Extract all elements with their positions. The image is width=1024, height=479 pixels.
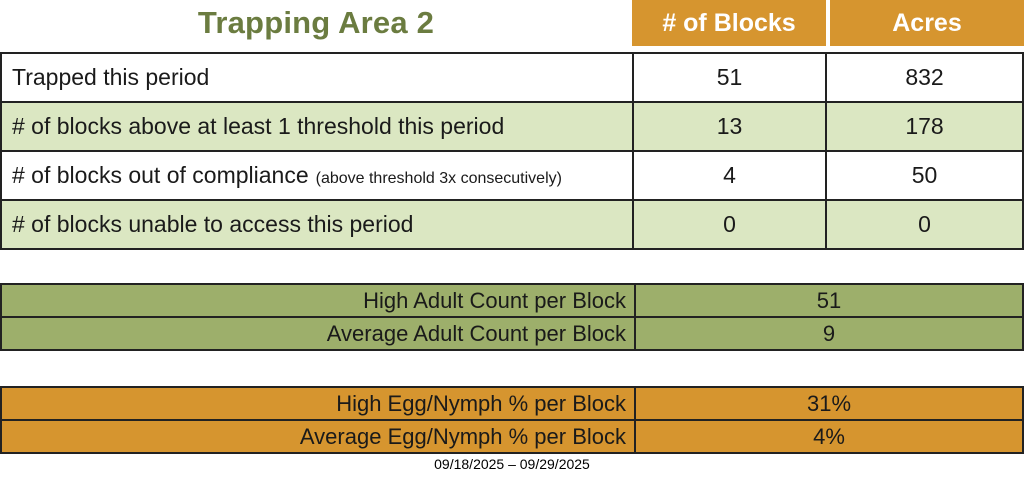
table-row-out-of-compliance: # of blocks out of compliance (above thre… xyxy=(2,150,1022,199)
table-row-trapped: Trapped this period 51 832 xyxy=(2,54,1022,101)
row-label: # of blocks above at least 1 threshold t… xyxy=(2,103,632,150)
acres-value: 0 xyxy=(825,201,1022,248)
row-label: High Adult Count per Block xyxy=(2,285,634,316)
row-label: High Egg/Nymph % per Block xyxy=(2,388,634,419)
column-header-acres: Acres xyxy=(830,0,1024,46)
page-title: Trapping Area 2 xyxy=(197,5,435,40)
table-row-above-threshold: # of blocks above at least 1 threshold t… xyxy=(2,101,1022,150)
row-value: 4% xyxy=(634,421,1022,452)
row-label: # of blocks out of compliance (above thre… xyxy=(2,152,632,199)
blocks-value: 13 xyxy=(632,103,825,150)
blocks-value: 0 xyxy=(632,201,825,248)
table-row-high-egg-nymph: High Egg/Nymph % per Block 31% xyxy=(2,388,1022,419)
row-label: Average Egg/Nymph % per Block xyxy=(2,421,634,452)
row-value: 51 xyxy=(634,285,1022,316)
acres-value: 178 xyxy=(825,103,1022,150)
blocks-value: 51 xyxy=(632,54,825,101)
row-label-text: # of blocks above at least 1 threshold t… xyxy=(12,113,505,139)
row-label-note: (above threshold 3x consecutively) xyxy=(315,170,562,187)
acres-value: 50 xyxy=(825,152,1022,199)
table-row-average-egg-nymph: Average Egg/Nymph % per Block 4% xyxy=(2,419,1022,452)
row-label: Trapped this period xyxy=(2,54,632,101)
row-label-text: # of blocks unable to access this period xyxy=(12,211,414,237)
blocks-value: 4 xyxy=(632,152,825,199)
column-header-blocks: # of Blocks xyxy=(632,0,826,46)
report-date-range: 09/18/2025 – 09/29/2025 xyxy=(434,456,590,472)
summary-table: Trapped this period 51 832 # of blocks a… xyxy=(0,52,1024,250)
row-label: Average Adult Count per Block xyxy=(2,318,634,349)
row-label: # of blocks unable to access this period xyxy=(2,201,632,248)
table-row-average-adult: Average Adult Count per Block 9 xyxy=(2,316,1022,349)
adult-count-table: High Adult Count per Block 51 Average Ad… xyxy=(0,283,1024,351)
row-value: 9 xyxy=(634,318,1022,349)
acres-value: 832 xyxy=(825,54,1022,101)
table-row-unable-to-access: # of blocks unable to access this period… xyxy=(2,199,1022,248)
row-label-text: Trapped this period xyxy=(12,64,210,90)
table-row-high-adult: High Adult Count per Block 51 xyxy=(2,285,1022,316)
row-label-text: # of blocks out of compliance xyxy=(12,162,309,188)
egg-nymph-table: High Egg/Nymph % per Block 31% Average E… xyxy=(0,386,1024,454)
row-value: 31% xyxy=(634,388,1022,419)
